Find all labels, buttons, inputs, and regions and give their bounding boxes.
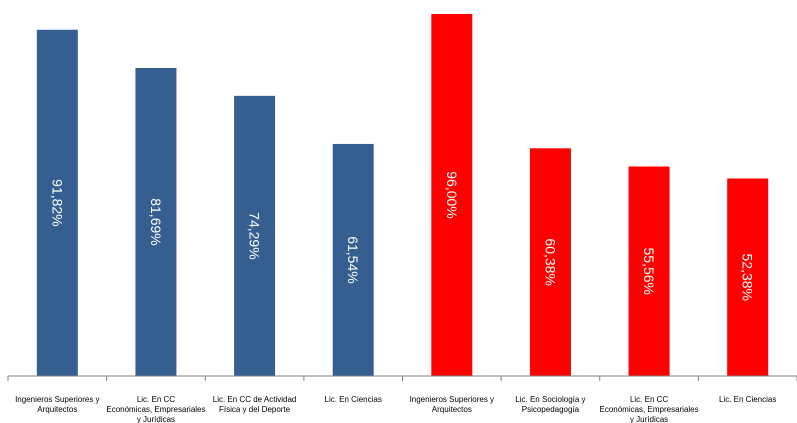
bar-value-label: 81,69% xyxy=(148,198,164,245)
bar xyxy=(234,95,276,376)
bar xyxy=(36,29,78,376)
category-label: Ingenieros Superiores y Arquitectos xyxy=(410,395,495,414)
category-label: Lic. En CC Económicas, Empresariales y Jur… xyxy=(106,395,205,423)
category-label-line: Lic. En CC xyxy=(137,395,175,404)
category-label-line: Económicas, Empresariales xyxy=(106,405,205,414)
bar-value-label: 61,54% xyxy=(345,236,361,283)
category-label: Lic. En CC Económicas, Empresariales y Jur… xyxy=(599,395,698,423)
category-label-line: Arquitectos xyxy=(432,405,472,414)
category-label: Lic. En Ciencias xyxy=(719,395,776,404)
bar-value-label: 91,82% xyxy=(49,179,65,226)
category-label: Lic. En Ciencias xyxy=(325,395,382,404)
category-label-line: Arquitectos xyxy=(37,405,77,414)
category-label-line: Ingenieros Superiores y xyxy=(15,395,100,404)
category-label-line: Económicas, Empresariales xyxy=(599,405,698,414)
category-label: Lic. En CC de Actividad Física y del Depo… xyxy=(213,395,297,414)
bar-value-label: 60,38% xyxy=(542,238,558,285)
category-label-line: Lic. En Sociología y xyxy=(515,395,585,404)
category-label-line: Ingenieros Superiores y xyxy=(410,395,495,404)
category-label-line: Física y del Deporte xyxy=(219,405,291,414)
bar xyxy=(332,143,374,376)
bar xyxy=(529,148,571,376)
bar xyxy=(431,14,473,376)
category-label-line: Lic. En CC xyxy=(630,395,668,404)
bar xyxy=(727,178,769,376)
category-label: Ingenieros Superiores y Arquitectos xyxy=(15,395,100,414)
category-label-line: Psicopedagogía xyxy=(522,405,580,414)
bar xyxy=(628,166,670,376)
category-label-line: y Jurídicas xyxy=(630,415,668,423)
category-label-line: Lic. En CC de Actividad xyxy=(213,395,297,404)
bar-value-label: 96,00% xyxy=(444,171,460,218)
category-label: Lic. En Sociología y Psicopedagogía xyxy=(515,395,585,414)
bar xyxy=(135,67,177,376)
category-label-line: Lic. En Ciencias xyxy=(325,395,382,404)
bar-value-label: 74,29% xyxy=(247,212,263,259)
x-axis-ticks xyxy=(7,376,797,381)
category-label-line: y Jurídicas xyxy=(137,415,175,423)
bars-group: 91,82% 81,69% 74,29% 61,54% 96,00% 60,38% 55,5… xyxy=(36,14,769,376)
category-label-line: Lic. En Ciencias xyxy=(719,395,776,404)
bar-value-label: 52,38% xyxy=(740,253,756,300)
bar-value-label: 55,56% xyxy=(641,248,657,295)
